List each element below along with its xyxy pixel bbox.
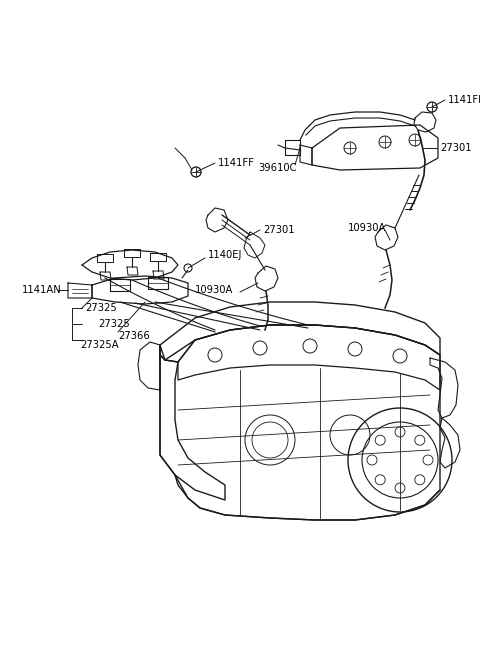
Text: 10930A: 10930A xyxy=(348,223,386,233)
Text: 1141FF: 1141FF xyxy=(218,158,255,168)
Text: 1140EJ: 1140EJ xyxy=(208,250,242,260)
Text: 27325: 27325 xyxy=(85,303,117,313)
Text: 27325A: 27325A xyxy=(80,340,119,350)
Text: 39610C: 39610C xyxy=(258,163,297,173)
Text: 1141AN: 1141AN xyxy=(22,285,62,295)
Text: 1141FF: 1141FF xyxy=(448,95,480,105)
Text: 27301: 27301 xyxy=(440,143,472,153)
Text: 27325: 27325 xyxy=(98,319,130,329)
Text: 10930A: 10930A xyxy=(195,285,233,295)
Text: 27301: 27301 xyxy=(263,225,295,235)
Text: 27366: 27366 xyxy=(118,331,150,341)
